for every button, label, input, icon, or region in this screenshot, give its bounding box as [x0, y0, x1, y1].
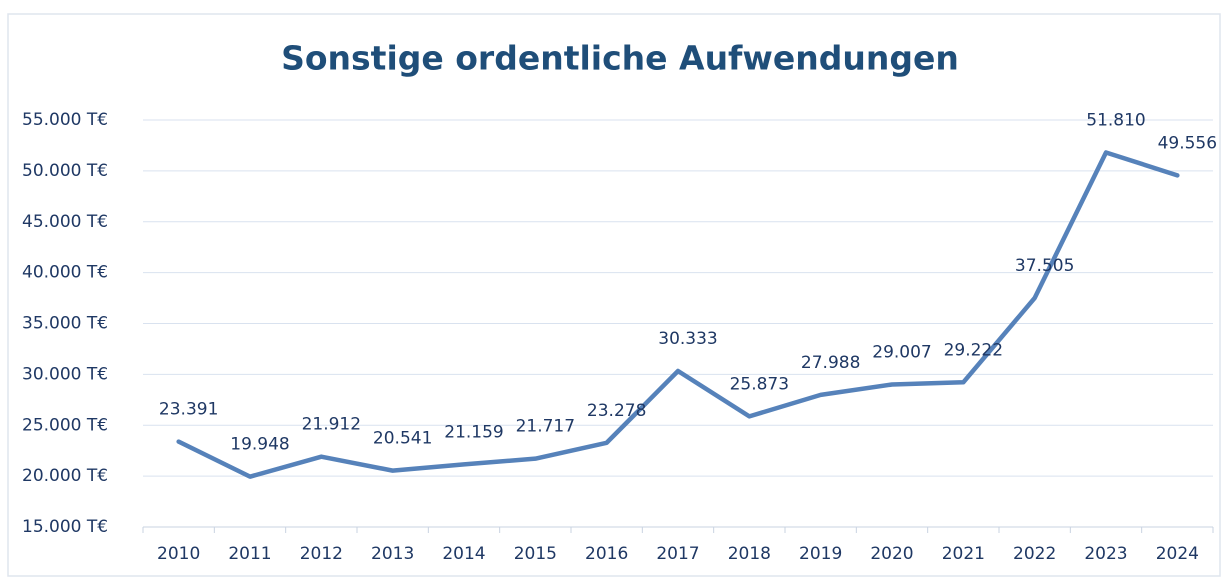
- data-label: 21.717: [516, 417, 575, 437]
- data-label: 21.159: [444, 422, 503, 442]
- y-tick-label: 35.000 T€: [22, 314, 108, 334]
- x-tick-label: 2020: [870, 544, 913, 564]
- x-tick-label: 2011: [228, 544, 271, 564]
- data-label: 19.948: [230, 435, 289, 455]
- data-label: 51.810: [1086, 110, 1145, 130]
- y-tick-label: 50.000 T€: [22, 161, 108, 181]
- x-tick-label: 2017: [656, 544, 699, 564]
- y-tick-label: 40.000 T€: [22, 263, 108, 283]
- y-tick-label: 55.000 T€: [22, 110, 108, 130]
- data-label: 37.505: [1015, 256, 1074, 276]
- data-label: 21.912: [302, 415, 361, 435]
- data-label: 25.873: [730, 374, 789, 394]
- x-tick-label: 2016: [585, 544, 628, 564]
- data-label: 30.333: [658, 329, 717, 349]
- y-tick-label: 25.000 T€: [22, 415, 108, 435]
- x-tick-label: 2014: [442, 544, 485, 564]
- data-label: 27.988: [801, 353, 860, 373]
- x-tick-label: 2015: [514, 544, 557, 564]
- y-tick-label: 45.000 T€: [22, 212, 108, 232]
- data-label: 29.222: [944, 340, 1003, 360]
- data-label: 49.556: [1158, 133, 1217, 153]
- x-tick-label: 2012: [300, 544, 343, 564]
- y-tick-label: 15.000 T€: [22, 517, 108, 537]
- x-tick-label: 2022: [1013, 544, 1056, 564]
- chart-title: Sonstige ordentliche Aufwendungen: [281, 39, 959, 78]
- x-tick-label: 2023: [1084, 544, 1127, 564]
- y-tick-label: 20.000 T€: [22, 466, 108, 486]
- data-label: 20.541: [373, 429, 432, 449]
- x-tick-label: 2021: [942, 544, 985, 564]
- x-tick-label: 2019: [799, 544, 842, 564]
- y-tick-label: 30.000 T€: [22, 364, 108, 384]
- data-line: [176, 150, 1180, 479]
- x-tick-label: 2024: [1156, 544, 1199, 564]
- x-tick-label: 2010: [157, 544, 200, 564]
- data-label: 23.391: [159, 400, 218, 420]
- chart-border: [7, 13, 1221, 577]
- x-tick-label: 2013: [371, 544, 414, 564]
- data-label: 29.007: [872, 342, 931, 362]
- x-tick-label: 2018: [728, 544, 771, 564]
- data-label: 23.278: [587, 401, 646, 421]
